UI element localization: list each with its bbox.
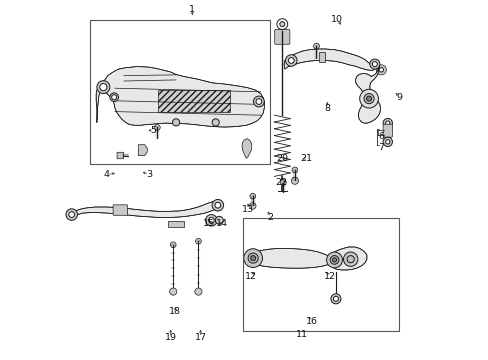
Circle shape xyxy=(288,58,294,63)
FancyBboxPatch shape xyxy=(382,124,392,137)
Circle shape xyxy=(244,249,262,267)
Circle shape xyxy=(172,119,179,126)
Circle shape xyxy=(111,95,117,100)
Circle shape xyxy=(208,217,214,223)
Circle shape xyxy=(313,43,319,49)
Text: 20: 20 xyxy=(276,154,288,163)
Polygon shape xyxy=(247,248,336,268)
Circle shape xyxy=(382,118,392,128)
Circle shape xyxy=(385,121,389,125)
Circle shape xyxy=(110,93,118,102)
Circle shape xyxy=(250,256,255,261)
Circle shape xyxy=(66,209,77,220)
Circle shape xyxy=(195,238,201,244)
Text: 7: 7 xyxy=(378,143,384,152)
FancyBboxPatch shape xyxy=(117,152,123,159)
Circle shape xyxy=(359,89,378,108)
Text: 8: 8 xyxy=(324,104,329,112)
Circle shape xyxy=(333,296,338,301)
Circle shape xyxy=(69,212,75,217)
Bar xyxy=(318,52,325,62)
Text: 6: 6 xyxy=(378,132,384,141)
Circle shape xyxy=(279,22,284,27)
Text: 19: 19 xyxy=(164,333,176,342)
Polygon shape xyxy=(284,49,375,71)
Polygon shape xyxy=(242,139,251,158)
Circle shape xyxy=(247,253,258,263)
Circle shape xyxy=(154,125,160,130)
Circle shape xyxy=(276,19,287,30)
Circle shape xyxy=(369,59,379,69)
Circle shape xyxy=(249,203,256,209)
Text: 21: 21 xyxy=(300,154,312,163)
Text: 12: 12 xyxy=(324,272,335,281)
Circle shape xyxy=(363,94,373,104)
Circle shape xyxy=(97,81,110,94)
Circle shape xyxy=(205,215,217,226)
FancyBboxPatch shape xyxy=(274,30,289,44)
Circle shape xyxy=(169,288,177,295)
Text: 4: 4 xyxy=(104,170,110,179)
Circle shape xyxy=(215,202,220,208)
Circle shape xyxy=(215,216,223,224)
Circle shape xyxy=(249,193,255,199)
Text: 17: 17 xyxy=(194,333,206,342)
Text: 15: 15 xyxy=(202,219,214,228)
Bar xyxy=(168,221,183,227)
Circle shape xyxy=(385,140,389,144)
Text: 3: 3 xyxy=(146,170,152,179)
Text: 2: 2 xyxy=(267,213,273,222)
Circle shape xyxy=(375,65,386,75)
Circle shape xyxy=(280,180,285,185)
FancyBboxPatch shape xyxy=(113,205,127,215)
Bar xyxy=(158,90,230,112)
Circle shape xyxy=(346,256,354,263)
Polygon shape xyxy=(69,202,218,217)
Circle shape xyxy=(378,68,383,72)
Circle shape xyxy=(212,199,223,211)
Circle shape xyxy=(170,242,176,248)
Polygon shape xyxy=(332,247,366,270)
Text: 1: 1 xyxy=(189,4,195,13)
Circle shape xyxy=(253,96,264,107)
Circle shape xyxy=(291,167,297,173)
Circle shape xyxy=(291,177,298,184)
Text: 11: 11 xyxy=(296,330,307,338)
Text: 16: 16 xyxy=(305,317,318,325)
Text: 5: 5 xyxy=(150,126,157,135)
Circle shape xyxy=(330,294,340,304)
Text: 12: 12 xyxy=(244,272,257,281)
Circle shape xyxy=(285,55,296,66)
Bar xyxy=(89,20,269,164)
Text: 18: 18 xyxy=(169,307,181,316)
Polygon shape xyxy=(138,145,147,156)
Circle shape xyxy=(326,252,342,268)
Bar xyxy=(242,218,399,331)
Text: 14: 14 xyxy=(216,219,228,228)
Text: 9: 9 xyxy=(395,93,402,102)
Text: 13: 13 xyxy=(242,205,254,214)
Circle shape xyxy=(371,62,377,67)
Text: 10: 10 xyxy=(331,15,343,24)
Circle shape xyxy=(382,137,392,147)
Text: 22: 22 xyxy=(275,178,287,187)
Circle shape xyxy=(329,256,338,264)
Polygon shape xyxy=(355,65,380,123)
Circle shape xyxy=(100,84,107,91)
Circle shape xyxy=(212,119,219,126)
Circle shape xyxy=(343,252,357,266)
Polygon shape xyxy=(96,67,264,127)
Circle shape xyxy=(256,99,261,104)
Circle shape xyxy=(194,288,202,295)
Circle shape xyxy=(366,96,371,101)
Circle shape xyxy=(332,258,336,262)
